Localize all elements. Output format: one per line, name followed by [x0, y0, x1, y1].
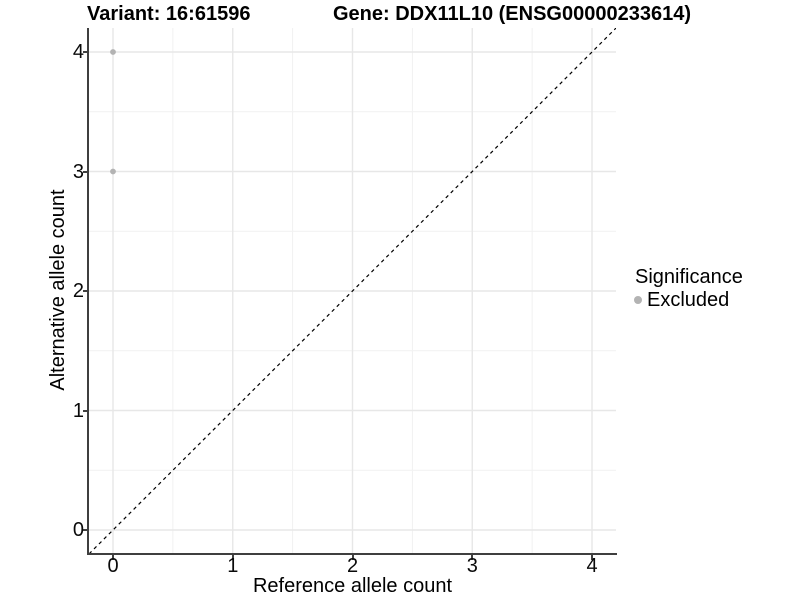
x-tick-mark	[112, 555, 114, 560]
y-tick-mark	[83, 170, 88, 173]
y-tick-mark	[83, 529, 88, 531]
legend: Significance Excluded	[634, 266, 743, 311]
x-tick-label: 4	[586, 555, 598, 577]
y-tick-mark	[83, 51, 88, 53]
x-tick-label: 0	[107, 555, 119, 577]
x-axis-line	[87, 553, 617, 555]
y-axis-title: Alternative allele count	[47, 189, 69, 391]
x-tick-mark	[351, 555, 354, 560]
data-point	[110, 168, 116, 175]
x-tick-mark	[231, 555, 234, 560]
y-tick-label: 0	[72, 519, 84, 541]
gene-title: Gene: DDX11L10 (ENSG00000233614)	[333, 3, 691, 25]
variant-title: Variant: 16:61596	[87, 3, 251, 25]
y-tick-label: 2	[72, 280, 84, 302]
y-tick-mark	[83, 409, 88, 412]
legend-item-excluded: Excluded	[634, 289, 743, 311]
plot-area-svg	[89, 28, 616, 554]
x-tick-label: 2	[346, 555, 359, 577]
x-tick-label: 1	[227, 555, 239, 577]
x-tick-mark	[591, 555, 593, 560]
x-tick-mark	[471, 555, 474, 560]
y-tick-label: 4	[72, 41, 84, 63]
y-axis-line	[87, 28, 89, 555]
y-tick-mark	[83, 290, 88, 292]
x-tick-label: 3	[466, 555, 478, 577]
y-tick-label: 1	[72, 399, 84, 422]
legend-swatch-dot-icon	[634, 296, 642, 304]
plot-panel	[89, 28, 616, 554]
data-point	[110, 49, 116, 55]
y-tick-label: 3	[72, 160, 84, 183]
identity-dashed-line	[89, 28, 616, 554]
legend-title: Significance	[635, 266, 743, 288]
x-axis-title: Reference allele count	[252, 575, 452, 597]
legend-item-label: Excluded	[647, 289, 730, 311]
